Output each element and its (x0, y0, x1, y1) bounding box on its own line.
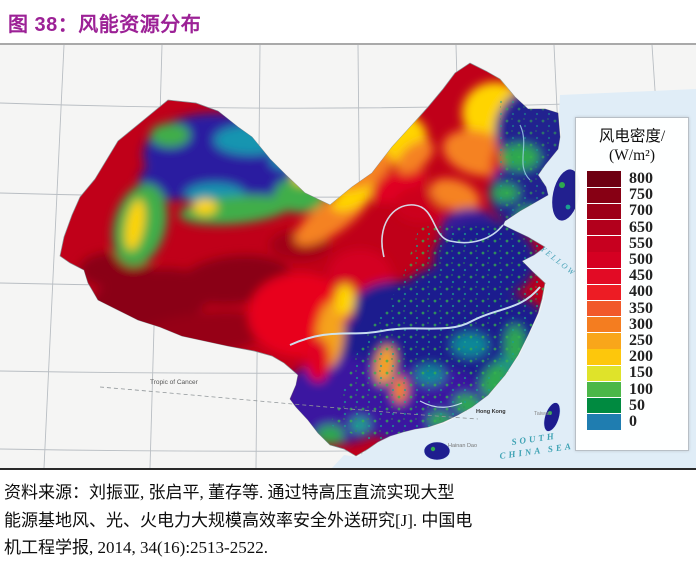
legend-row: 700 (587, 202, 688, 220)
legend-value: 500 (629, 251, 653, 269)
wind-density-map: Tropic of Cancer YELLOW SEA SOUTH CHINA … (0, 45, 696, 470)
legend-row: 550 (587, 234, 688, 252)
figure-header: 图 38：风能资源分布 (0, 0, 696, 43)
legend-swatch (587, 317, 621, 333)
legend-swatch (587, 300, 621, 317)
legend-scale: 800 750 700 650 550 500 450 400 350 300 250 200 150 1… (587, 171, 688, 430)
legend-value: 150 (629, 364, 653, 382)
legend-row: 50 (587, 396, 688, 414)
legend-row: 300 (587, 315, 688, 333)
legend-value: 550 (629, 234, 653, 252)
legend-swatch (587, 381, 621, 398)
legend-value: 250 (629, 331, 653, 349)
legend-value: 800 (629, 170, 653, 188)
legend-value: 350 (629, 299, 653, 317)
legend-swatch (587, 236, 621, 252)
legend-value: 450 (629, 267, 653, 285)
legend-row: 0 (587, 412, 688, 430)
legend-panel: 风电密度/ (W/m²) 800 750 700 650 550 500 450 400 350… (575, 117, 689, 451)
china-landmass (59, 62, 561, 457)
figure-title: 图 38：风能资源分布 (8, 14, 202, 36)
legend-swatch (587, 398, 621, 414)
tropic-of-cancer-label: Tropic of Cancer (150, 379, 199, 386)
source-line-3: 机工程学报, 2014, 34(16):2513-2522. (4, 538, 268, 558)
legend-row: 250 (587, 331, 688, 349)
legend-swatch (587, 187, 621, 203)
legend-swatch (587, 333, 621, 349)
source-line-2: 能源基地风、光、火电力大规模高效率安全外送研究[J]. 中国电 (4, 510, 473, 530)
hainan-dao-label: Hainan Dao (448, 443, 477, 449)
source-citation: 资料来源：刘振亚, 张启平, 董存等. 通过特高压直流实现大型 能源基地风、光、… (0, 470, 696, 562)
legend-row: 100 (587, 380, 688, 398)
source-line-1: 资料来源：刘振亚, 张启平, 董存等. 通过特高压直流实现大型 (4, 483, 455, 502)
legend-value: 750 (629, 186, 653, 204)
legend-row: 350 (587, 299, 688, 317)
legend-row: 400 (587, 283, 688, 301)
legend-swatch (587, 203, 621, 220)
legend-value: 200 (629, 348, 653, 366)
taiwan-label: Taiwan (534, 411, 551, 417)
rivers (289, 124, 541, 408)
title-divider (0, 43, 696, 45)
tropic-of-cancer-line (99, 386, 479, 420)
legend-swatch (587, 414, 621, 430)
legend-row: 450 (587, 268, 688, 284)
china-map-svg: Tropic of Cancer YELLOW SEA SOUTH CHINA … (0, 45, 696, 468)
legend-swatch (587, 252, 621, 268)
legend-title: 风电密度/ (598, 128, 666, 145)
legend-value: 50 (629, 396, 645, 414)
hong-kong-label: Hong Kong (476, 409, 506, 415)
legend-row: 500 (587, 252, 688, 268)
taiwan-island (543, 402, 561, 432)
legend-row: 750 (587, 187, 688, 203)
legend-value: 400 (629, 283, 653, 301)
legend-unit: (W/m²) (609, 147, 655, 164)
legend-value: 700 (629, 202, 653, 220)
hainan-island (423, 441, 451, 461)
legend-swatch (587, 365, 621, 382)
legend-row: 800 (587, 171, 688, 187)
legend-row: 150 (587, 364, 688, 382)
legend-value: 0 (629, 412, 637, 430)
legend-value: 100 (629, 380, 653, 398)
legend-swatch (587, 284, 621, 301)
legend-value: 650 (629, 218, 653, 236)
legend-swatch (587, 171, 621, 187)
legend-row: 200 (587, 349, 688, 365)
legend-swatch (587, 349, 621, 365)
legend-value: 300 (629, 315, 653, 333)
legend-row: 650 (587, 218, 688, 236)
legend-swatch (587, 219, 621, 236)
korea-peninsula (552, 169, 580, 221)
legend-swatch (587, 268, 621, 284)
